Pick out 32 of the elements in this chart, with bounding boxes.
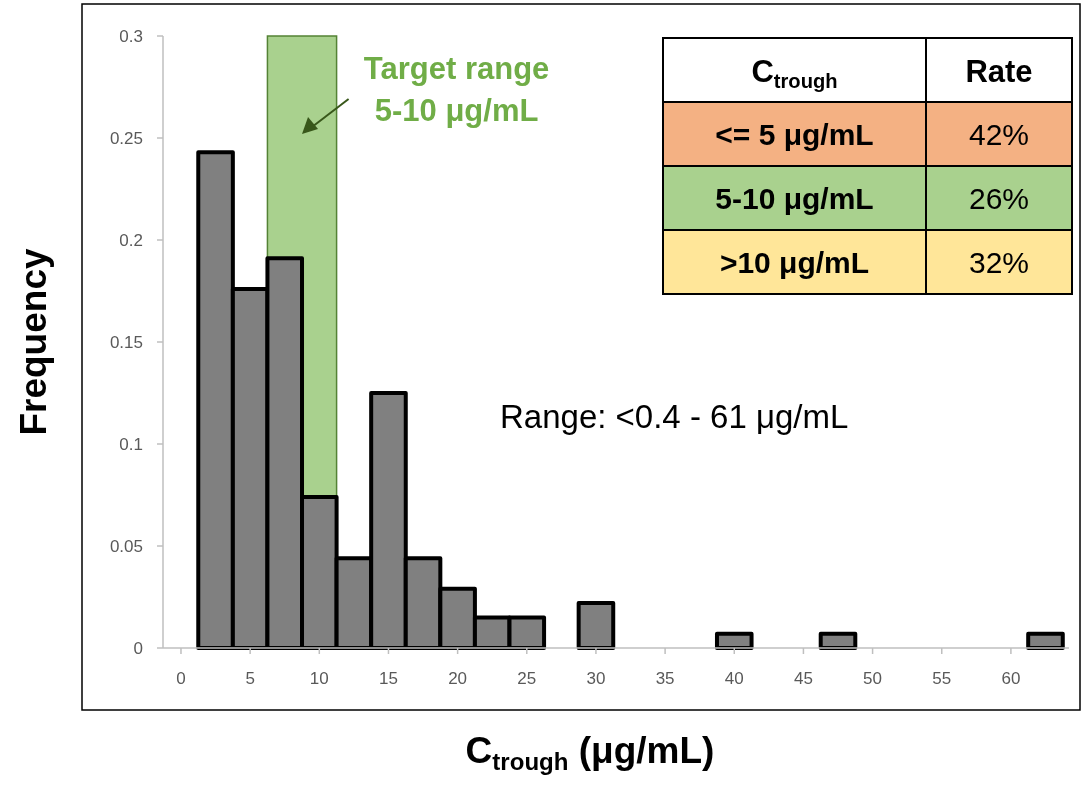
x-tick-label: 15 <box>379 669 398 688</box>
x-tick-label: 30 <box>586 669 606 688</box>
x-tick-label: 50 <box>863 669 883 688</box>
category-label: 5-10 μg/mL <box>715 182 874 215</box>
y-tick-label: 0.1 <box>119 434 143 454</box>
category-label: <= 5 μg/mL <box>715 118 874 151</box>
x-axis-title: C$_{trough}$ (μg/mL) <box>465 730 715 776</box>
x-tick-label: 5 <box>245 669 255 688</box>
text: 32% <box>968 246 1030 279</box>
text: 26% <box>968 182 1030 215</box>
y-tick-label: 0.15 <box>109 332 143 352</box>
y-axis-title: Frequency <box>13 248 54 436</box>
annotation: C$_{trough}$ <box>751 54 838 92</box>
x-tick-label: 55 <box>932 669 952 688</box>
text: 42% <box>968 118 1030 151</box>
x-tick-label: 40 <box>724 669 744 688</box>
annotation: Rate <box>965 54 1033 89</box>
x-tick-label: 0 <box>176 669 186 688</box>
y-tick-label: 0 <box>133 638 143 658</box>
y-tick-label: 0.2 <box>119 230 143 250</box>
x-tick-label: 10 <box>309 669 329 688</box>
x-tick-label: 35 <box>655 669 675 688</box>
x-tick-label: 45 <box>793 669 813 688</box>
y-tick-label: 0.25 <box>109 128 143 148</box>
x-tick-label: 25 <box>517 669 537 688</box>
category-label: >10 μg/mL <box>719 246 870 279</box>
x-tick-label: 20 <box>448 669 468 688</box>
x-tick-label: 60 <box>1001 669 1021 688</box>
annotation: Range: <0.4 - 61 μg/mL <box>500 398 849 435</box>
y-tick-label: 0.05 <box>109 536 143 556</box>
band-label: Target range 5-10 μg/mL <box>363 51 550 128</box>
y-tick-label: 0.3 <box>119 26 143 46</box>
